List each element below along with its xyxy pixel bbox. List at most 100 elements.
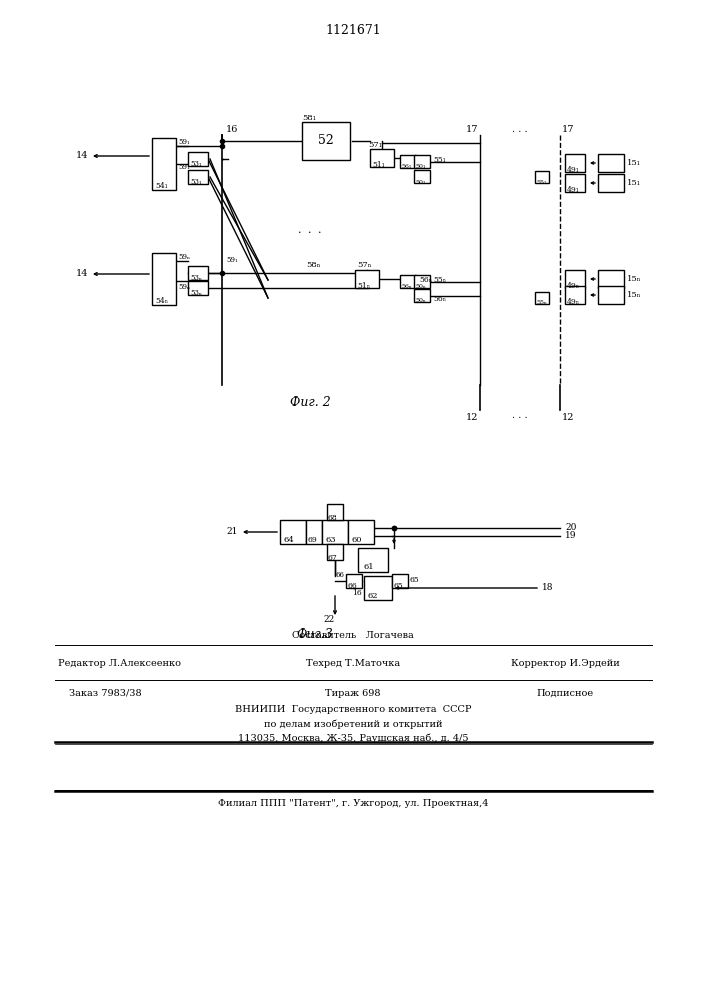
Text: Тираж 698: Тираж 698 <box>325 688 381 698</box>
Text: 49₁: 49₁ <box>567 166 580 174</box>
Bar <box>598 174 624 192</box>
Text: 16: 16 <box>226 125 238 134</box>
Bar <box>152 253 176 305</box>
Text: Техред Т.Маточка: Техред Т.Маточка <box>306 658 400 668</box>
Text: Фиг.3: Фиг.3 <box>297 629 334 642</box>
Text: 62: 62 <box>368 592 378 600</box>
Text: 52: 52 <box>318 134 334 147</box>
Bar <box>327 544 343 560</box>
Text: 49₁: 49₁ <box>567 186 580 194</box>
Text: 67: 67 <box>328 554 338 562</box>
Bar <box>302 122 350 160</box>
Text: Составитель   Логачева: Составитель Логачева <box>292 632 414 641</box>
Text: 55₁: 55₁ <box>433 156 445 164</box>
Bar <box>348 520 374 544</box>
Text: 56ₙ: 56ₙ <box>433 295 446 303</box>
Text: ВНИИПИ  Государственного комитета  СССР: ВНИИПИ Государственного комитета СССР <box>235 706 472 714</box>
Bar <box>358 548 388 572</box>
Text: 18: 18 <box>542 584 554 592</box>
Text: 65: 65 <box>409 576 419 584</box>
Text: 15₁: 15₁ <box>627 179 641 187</box>
Text: 50ₙ: 50ₙ <box>415 284 426 290</box>
Text: 58₁: 58₁ <box>302 114 316 122</box>
Text: 55₁: 55₁ <box>536 180 547 184</box>
Bar <box>598 270 624 288</box>
Text: Заказ 7983/38: Заказ 7983/38 <box>69 688 141 698</box>
Text: 65: 65 <box>393 582 403 590</box>
Bar <box>598 154 624 172</box>
Bar <box>565 286 585 304</box>
Text: 56ₙ: 56ₙ <box>401 284 411 290</box>
Text: 55ₙ: 55ₙ <box>536 300 547 306</box>
Text: Фиг. 2: Фиг. 2 <box>290 396 330 410</box>
Bar <box>414 289 430 302</box>
Text: 59ₙ: 59ₙ <box>178 253 190 261</box>
Text: 15ₙ: 15ₙ <box>627 291 641 299</box>
Text: .: . <box>318 225 322 235</box>
Text: 53₁: 53₁ <box>190 160 201 168</box>
Text: 12: 12 <box>562 412 575 422</box>
Bar <box>414 275 430 288</box>
Text: . . .: . . . <box>512 124 528 133</box>
Text: 20: 20 <box>565 524 576 532</box>
Text: 50ₙ: 50ₙ <box>415 298 426 304</box>
Text: 19: 19 <box>565 532 576 540</box>
Bar <box>346 574 362 588</box>
Text: 66: 66 <box>335 571 344 579</box>
Text: 12: 12 <box>465 412 478 422</box>
Text: 56ₙ: 56ₙ <box>419 276 432 284</box>
Text: 58ₙ: 58ₙ <box>306 261 320 269</box>
Text: .: . <box>298 225 302 235</box>
Text: 56₁: 56₁ <box>401 164 411 169</box>
Bar <box>565 270 585 288</box>
Text: Редактор Л.Алексеенко: Редактор Л.Алексеенко <box>59 658 182 668</box>
Bar <box>392 574 408 588</box>
Text: Корректор И.Эрдейи: Корректор И.Эрдейи <box>510 658 619 668</box>
Bar <box>364 576 392 600</box>
Bar <box>188 266 208 280</box>
Text: 54ₙ: 54ₙ <box>155 297 168 305</box>
Bar <box>414 170 430 183</box>
Bar <box>370 149 394 167</box>
Text: 51ₙ: 51ₙ <box>357 282 370 290</box>
Text: 17: 17 <box>562 125 575 134</box>
Text: . . .: . . . <box>512 410 528 420</box>
Bar <box>188 152 208 166</box>
Bar <box>565 154 585 172</box>
Bar <box>400 275 416 288</box>
Bar <box>152 138 176 190</box>
Text: 64: 64 <box>283 536 293 544</box>
Bar <box>598 286 624 304</box>
Text: 55ₙ: 55ₙ <box>433 276 446 284</box>
Text: 53ₙ: 53ₙ <box>190 274 202 282</box>
Text: 15ₙ: 15ₙ <box>627 275 641 283</box>
Text: 59₁: 59₁ <box>178 163 190 171</box>
Bar <box>414 155 430 168</box>
Text: 68: 68 <box>328 514 338 522</box>
Bar <box>565 174 585 192</box>
Text: 53₁: 53₁ <box>190 178 201 186</box>
Text: 113035, Москва, Ж-35, Раушская наб., д. 4/5: 113035, Москва, Ж-35, Раушская наб., д. … <box>238 733 468 743</box>
Text: 15₁: 15₁ <box>627 159 641 167</box>
Text: 61: 61 <box>363 563 373 571</box>
Bar <box>535 171 549 183</box>
Text: 22: 22 <box>323 615 334 624</box>
Text: 50₁: 50₁ <box>415 164 426 169</box>
Text: 60: 60 <box>351 536 361 544</box>
Text: 16: 16 <box>352 589 362 597</box>
Text: Филиал ППП "Патент", г. Ужгород, ул. Проектная,4: Филиал ППП "Патент", г. Ужгород, ул. Про… <box>218 800 489 808</box>
Text: 63: 63 <box>325 536 336 544</box>
Text: 57₁: 57₁ <box>368 141 382 149</box>
Text: 50₁: 50₁ <box>415 180 426 184</box>
Text: 59₁: 59₁ <box>226 256 238 264</box>
Bar <box>306 520 322 544</box>
Text: 21: 21 <box>227 528 238 536</box>
Text: Подписное: Подписное <box>537 688 594 698</box>
Bar <box>188 170 208 184</box>
Text: по делам изобретений и открытий: по делам изобретений и открытий <box>264 719 443 729</box>
Text: 51₁: 51₁ <box>372 161 385 169</box>
Text: 14: 14 <box>76 269 88 278</box>
Bar <box>355 270 379 288</box>
Bar <box>280 520 306 544</box>
Bar <box>535 292 549 304</box>
